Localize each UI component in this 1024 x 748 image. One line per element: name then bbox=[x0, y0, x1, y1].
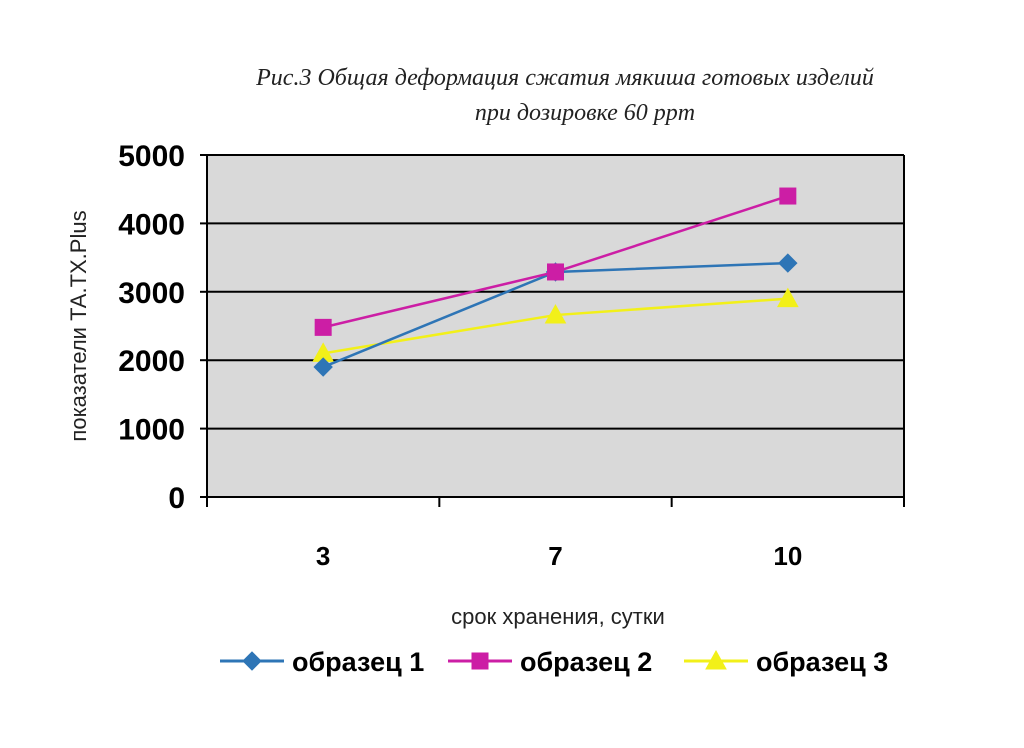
x-tick-label: 10 bbox=[773, 541, 802, 571]
legend-marker bbox=[705, 649, 727, 670]
y-tick-label: 4000 bbox=[118, 208, 185, 241]
data-point bbox=[778, 253, 798, 273]
legend: образец 1 образец 2 образец 3 bbox=[220, 647, 888, 677]
series-2 bbox=[314, 187, 797, 336]
data-point bbox=[547, 263, 564, 281]
y-tick-label: 3000 bbox=[118, 277, 185, 310]
x-tick-labels: 3 7 10 bbox=[206, 497, 905, 571]
legend-label: образец 1 bbox=[292, 647, 424, 677]
y-tick-label: 0 bbox=[168, 482, 185, 515]
x-axis-label: срок хранения, сутки bbox=[451, 604, 665, 629]
legend-marker bbox=[242, 651, 262, 671]
y-axis-label: показатели ТА.ТХ.Plus bbox=[66, 210, 91, 441]
data-point bbox=[314, 318, 332, 336]
y-tick-label: 2000 bbox=[118, 345, 185, 378]
y-tick-labels: 0 1000 2000 3000 4000 5000 bbox=[118, 140, 207, 515]
plot-area bbox=[207, 155, 904, 497]
data-point bbox=[544, 304, 567, 324]
data-point bbox=[313, 357, 333, 377]
x-tick-label: 3 bbox=[316, 541, 330, 571]
x-tick-label: 7 bbox=[548, 541, 562, 571]
data-point bbox=[776, 287, 799, 308]
chart-title-line2: при дозировке 60 ppm bbox=[475, 100, 695, 126]
data-point bbox=[779, 187, 797, 205]
series-layer bbox=[312, 187, 799, 377]
legend-label: образец 3 bbox=[756, 647, 888, 677]
legend-marker bbox=[471, 652, 489, 670]
y-tick-label: 1000 bbox=[118, 414, 185, 447]
legend-label: образец 2 bbox=[520, 647, 652, 677]
chart-title-line1: Рис.3 Общая деформация сжатия мякиша гот… bbox=[255, 65, 874, 91]
series-3 bbox=[312, 287, 799, 362]
y-tick-label: 5000 bbox=[118, 140, 185, 173]
